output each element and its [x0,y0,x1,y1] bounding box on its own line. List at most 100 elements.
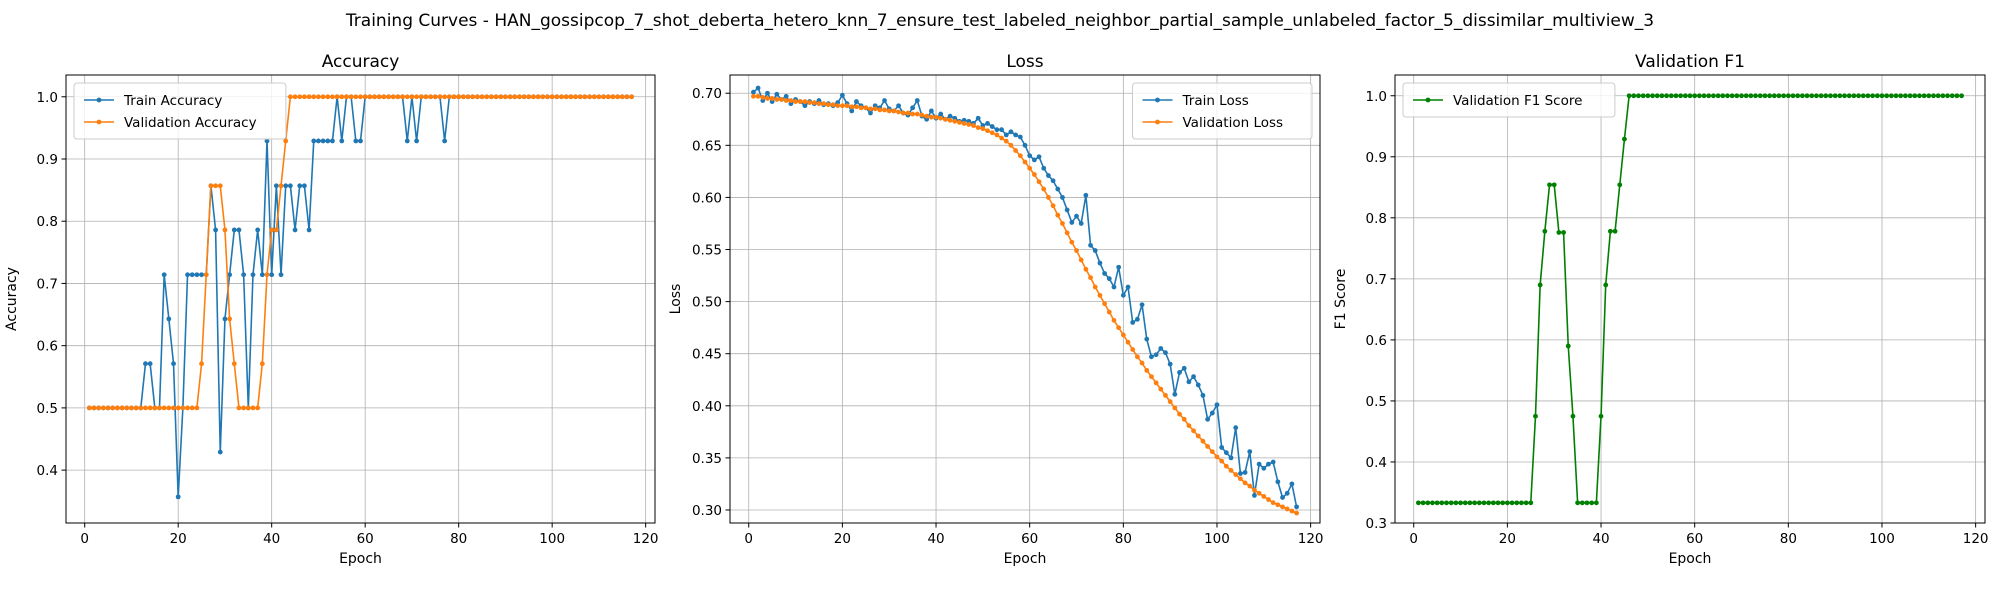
data-point [802,99,808,104]
data-point [1111,317,1117,323]
data-point [1228,467,1234,473]
y-axis-label: Accuracy [4,267,20,331]
data-point [896,109,901,115]
data-point [297,183,303,189]
data-point [1954,93,1960,99]
data-point [1799,93,1805,99]
data-point [1476,500,1482,506]
data-point [1893,93,1899,99]
data-point [1041,186,1047,192]
data-point [325,94,331,100]
data-point [124,405,130,411]
legend-entry: Validation Loss [1183,115,1284,131]
x-tick-label: 120 [1298,531,1324,547]
data-point [1120,292,1126,298]
data-point [779,97,784,102]
data-point [1907,93,1913,99]
y-tick-label: 0.70 [692,86,722,102]
data-point [395,94,401,100]
data-point [1706,93,1712,99]
data-point [910,111,916,117]
data-point [353,138,359,144]
data-point [1261,494,1267,499]
data-point [1640,93,1646,99]
legend: Train Accuracy Validation Accuracy [73,82,287,140]
data-point [1144,367,1150,373]
data-point [1177,370,1182,375]
data-point [1177,411,1182,417]
data-point [259,361,265,367]
data-point [1247,483,1253,489]
data-point [624,94,630,100]
data-point [231,361,237,367]
data-point [1500,500,1506,506]
data-point [994,127,1000,133]
data-point [1523,500,1529,506]
data-point [919,112,925,118]
data-point [1289,481,1295,487]
data-point [1172,405,1178,411]
y-tick-label: 0.3 [1366,516,1387,532]
data-point [1467,500,1473,506]
data-point [1931,93,1936,99]
x-tick-label: 20 [1499,531,1516,547]
x-tick-label: 80 [1115,531,1132,547]
data-point [250,272,256,278]
data-point [1589,500,1595,506]
data-point [250,405,256,411]
data-point [1120,332,1126,338]
data-point [1294,504,1299,510]
data-point [849,108,855,114]
data-point [549,94,555,100]
data-point [938,115,944,121]
legend-marker [1155,119,1160,125]
data-point [1083,192,1089,198]
data-point [1823,93,1829,99]
data-point [1734,93,1740,99]
data-point [1851,93,1857,99]
data-point [1078,257,1084,263]
legend-marker [96,97,102,103]
data-point [1125,284,1131,290]
data-point [1013,148,1019,153]
data-point [255,405,261,411]
data-point [498,94,504,100]
data-point [1069,239,1075,245]
data-point [1486,500,1492,506]
data-point [1935,93,1941,99]
data-point [924,113,930,119]
data-point [213,183,218,189]
data-point [886,108,892,114]
data-point [1631,93,1637,99]
data-point [1870,93,1876,99]
data-point [868,106,873,112]
data-point [297,94,303,100]
data-point [1617,182,1623,188]
data-point [316,138,321,144]
data-point [1036,154,1042,160]
data-point [1898,93,1904,99]
data-point [1275,479,1281,485]
x-tick-label: 0 [744,531,753,547]
data-point [1233,472,1239,477]
data-point [999,135,1004,141]
y-tick-label: 0.9 [37,152,58,168]
axes-frame [1394,74,1986,524]
y-tick-label: 0.9 [1366,150,1387,166]
data-point [1888,93,1894,99]
data-point [1668,93,1674,99]
data-point [577,94,583,100]
data-point [306,94,312,100]
data-point [1551,182,1557,188]
data-point [1439,500,1445,506]
legend-marker [1155,97,1160,103]
data-point [227,316,233,322]
data-point [521,94,527,100]
data-point [1519,500,1524,506]
data-point [961,121,967,126]
data-point [1102,301,1107,307]
data-point [989,130,995,136]
data-point [372,94,377,100]
data-point [1692,93,1698,99]
data-point [1200,392,1206,398]
